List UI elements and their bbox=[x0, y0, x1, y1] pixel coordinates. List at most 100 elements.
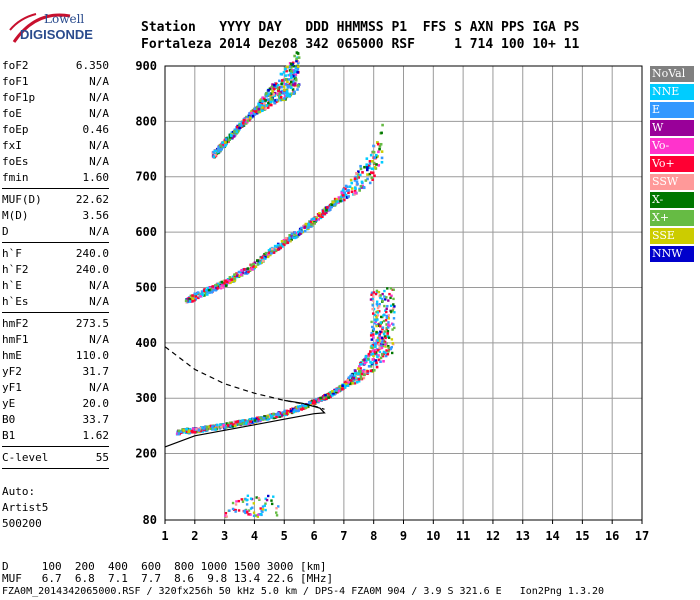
echo-point bbox=[282, 78, 285, 82]
echo-point bbox=[252, 263, 256, 266]
echo-point bbox=[362, 376, 366, 380]
x-tick-label: 8 bbox=[370, 529, 377, 543]
echo-point bbox=[298, 405, 302, 408]
echo-point bbox=[263, 504, 266, 507]
echo-point bbox=[383, 335, 387, 338]
param-row: h`E N/A bbox=[2, 278, 109, 294]
echo-point bbox=[262, 416, 266, 420]
echo-point bbox=[241, 121, 245, 125]
echo-point bbox=[278, 86, 282, 89]
echo-point bbox=[269, 103, 273, 107]
echo-point bbox=[268, 413, 272, 417]
echo-point bbox=[269, 247, 272, 251]
echo-point bbox=[364, 370, 367, 374]
echo-point bbox=[382, 359, 385, 363]
echo-point bbox=[298, 229, 302, 233]
echo-point bbox=[188, 300, 192, 303]
echo-point bbox=[285, 69, 288, 73]
echo-point bbox=[339, 195, 343, 199]
echo-point bbox=[216, 286, 219, 290]
echo-point bbox=[323, 212, 327, 216]
echo-point bbox=[225, 515, 228, 518]
echo-point bbox=[389, 347, 393, 351]
echo-point bbox=[383, 295, 386, 298]
echo-point bbox=[219, 285, 222, 288]
echo-point bbox=[367, 364, 371, 368]
echo-point bbox=[371, 336, 375, 339]
echo-point bbox=[214, 154, 217, 157]
echo-point bbox=[297, 409, 300, 412]
polarization-legend: NoVal NNE E W Vo- Vo+ SSW X- X+ SSE NNW bbox=[650, 66, 694, 264]
echo-point bbox=[386, 330, 390, 333]
echo-point bbox=[209, 424, 213, 428]
echo-point bbox=[261, 418, 265, 421]
echo-point bbox=[274, 85, 278, 89]
echo-point bbox=[240, 273, 243, 277]
echo-point bbox=[340, 199, 344, 203]
param-separator bbox=[2, 242, 109, 243]
echo-point bbox=[343, 191, 346, 194]
param-key: h`F2 bbox=[2, 263, 29, 276]
echo-point bbox=[332, 392, 335, 395]
echo-point bbox=[346, 384, 350, 387]
echo-point bbox=[318, 212, 321, 215]
echo-point bbox=[267, 494, 270, 498]
echo-point bbox=[284, 74, 287, 77]
echo-point bbox=[345, 196, 349, 199]
echo-point bbox=[261, 96, 265, 99]
y-tick-label: 500 bbox=[135, 280, 157, 294]
echo-point bbox=[392, 288, 395, 291]
echo-point bbox=[309, 403, 312, 407]
echo-point bbox=[293, 232, 296, 236]
echo-point bbox=[389, 304, 393, 307]
echo-point bbox=[285, 94, 288, 97]
echo-point bbox=[343, 385, 347, 388]
echo-point bbox=[268, 87, 272, 91]
echo-point bbox=[333, 197, 337, 201]
echo-point bbox=[384, 351, 387, 355]
echo-point bbox=[311, 221, 314, 225]
echo-point bbox=[235, 500, 238, 503]
echo-point bbox=[357, 379, 361, 383]
echo-point bbox=[370, 293, 373, 296]
echo-point bbox=[360, 372, 364, 376]
echo-point bbox=[257, 110, 260, 114]
echo-point bbox=[384, 343, 387, 346]
echo-point bbox=[302, 407, 305, 411]
echo-point bbox=[270, 249, 274, 253]
param-row: D N/A bbox=[2, 224, 109, 240]
echo-point bbox=[282, 412, 286, 416]
echo-point bbox=[286, 65, 289, 69]
echo-point bbox=[235, 420, 238, 424]
echo-point bbox=[285, 90, 289, 93]
echo-point bbox=[264, 508, 267, 512]
echo-point bbox=[261, 109, 264, 112]
echo-point bbox=[217, 148, 220, 151]
echo-point bbox=[360, 370, 363, 373]
echo-point bbox=[225, 422, 229, 425]
echo-point bbox=[325, 394, 329, 398]
echo-point bbox=[378, 350, 382, 354]
echo-point bbox=[238, 419, 241, 423]
echo-point bbox=[299, 407, 303, 411]
echo-point bbox=[292, 92, 296, 95]
echo-point bbox=[317, 399, 321, 402]
echo-point bbox=[197, 296, 200, 300]
echo-point bbox=[363, 361, 367, 365]
echo-point bbox=[386, 304, 389, 308]
echo-point bbox=[211, 289, 214, 293]
echo-point bbox=[264, 251, 268, 255]
echo-point bbox=[177, 429, 181, 433]
echo-point bbox=[310, 399, 314, 403]
echo-point bbox=[347, 189, 350, 192]
echo-point bbox=[233, 279, 236, 283]
echo-point bbox=[374, 342, 378, 345]
legend-entry: SSW bbox=[650, 174, 694, 190]
echo-point bbox=[387, 349, 390, 353]
echo-point bbox=[245, 503, 249, 506]
echo-point bbox=[314, 398, 318, 402]
echo-point bbox=[211, 425, 214, 428]
param-row: MUF(D) 22.62 bbox=[2, 192, 109, 208]
echo-point bbox=[353, 372, 357, 375]
echo-point bbox=[294, 234, 298, 238]
